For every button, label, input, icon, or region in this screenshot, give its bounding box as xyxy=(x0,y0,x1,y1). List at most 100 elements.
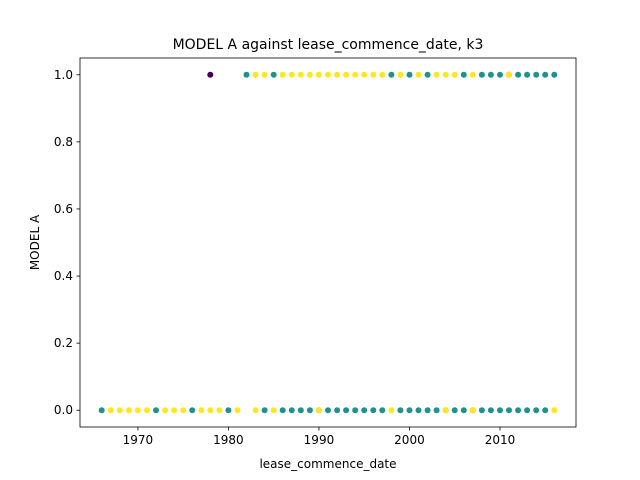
data-point xyxy=(379,71,386,78)
data-point xyxy=(334,407,341,414)
data-point xyxy=(252,71,259,78)
data-point xyxy=(460,71,467,78)
data-point xyxy=(442,407,449,414)
data-point xyxy=(478,407,485,414)
y-tick-label: 0.2 xyxy=(54,336,73,350)
data-point xyxy=(315,407,322,414)
data-point xyxy=(442,71,449,78)
data-point xyxy=(207,407,214,414)
data-point xyxy=(252,407,259,414)
data-points xyxy=(98,71,558,414)
x-tick-label: 1990 xyxy=(304,433,335,447)
data-point xyxy=(125,407,132,414)
data-point xyxy=(551,71,558,78)
y-axis-label: MODEL A xyxy=(28,214,42,270)
x-tick-label: 2000 xyxy=(394,433,425,447)
data-point xyxy=(524,71,531,78)
data-point xyxy=(451,407,458,414)
data-point xyxy=(388,407,395,414)
data-point xyxy=(433,407,440,414)
data-point xyxy=(225,407,232,414)
x-axis: 1970 1980 1990 2000 2010 xyxy=(123,427,516,447)
data-point xyxy=(361,71,368,78)
y-tick-label: 0.8 xyxy=(54,135,73,149)
data-point xyxy=(234,407,241,414)
data-point xyxy=(315,71,322,78)
data-point xyxy=(542,407,549,414)
data-point xyxy=(487,407,494,414)
data-point xyxy=(460,407,467,414)
plot-frame xyxy=(79,57,577,428)
data-point xyxy=(153,407,159,414)
data-point xyxy=(524,407,531,414)
data-point xyxy=(171,407,178,414)
data-point xyxy=(424,71,431,78)
y-tick-label: 1.0 xyxy=(54,68,73,82)
data-point xyxy=(261,407,268,414)
data-point xyxy=(451,71,458,78)
data-point xyxy=(343,407,350,414)
data-point xyxy=(533,71,540,78)
data-point xyxy=(406,71,413,78)
data-point xyxy=(279,71,286,78)
data-point xyxy=(162,407,169,414)
data-point xyxy=(487,71,494,78)
x-tick-label: 1980 xyxy=(213,433,244,447)
data-point xyxy=(352,71,359,78)
data-point xyxy=(370,71,377,78)
y-axis: 0.0 0.2 0.4 0.6 0.8 1.0 xyxy=(54,68,80,417)
data-point xyxy=(469,71,476,78)
data-point xyxy=(424,407,431,414)
data-point xyxy=(469,407,476,414)
data-point xyxy=(542,71,549,78)
data-point xyxy=(415,407,422,414)
data-point xyxy=(497,407,503,414)
data-point xyxy=(288,407,295,414)
data-point xyxy=(515,71,522,78)
data-point xyxy=(343,71,350,78)
chart-title: MODEL A against lease_commence_date, k3 xyxy=(173,37,484,53)
data-point xyxy=(370,407,377,414)
data-point xyxy=(506,407,512,414)
data-point xyxy=(325,71,331,78)
data-point xyxy=(270,71,277,78)
data-point xyxy=(306,71,313,78)
x-tick-label: 2010 xyxy=(485,433,516,447)
y-tick-label: 0.4 xyxy=(54,269,73,283)
plot-area xyxy=(79,57,577,428)
data-point xyxy=(352,407,359,414)
data-point xyxy=(270,407,277,414)
data-point xyxy=(415,71,422,78)
data-point xyxy=(397,407,404,414)
data-point xyxy=(515,407,522,414)
data-point xyxy=(325,407,331,414)
data-point xyxy=(144,407,150,414)
data-point xyxy=(506,71,512,78)
data-point xyxy=(261,71,268,78)
data-point xyxy=(306,407,313,414)
data-point xyxy=(134,407,141,414)
data-point xyxy=(297,71,304,78)
data-point xyxy=(397,71,404,78)
data-point xyxy=(198,407,205,414)
data-point xyxy=(216,407,223,414)
data-point xyxy=(334,71,341,78)
data-point xyxy=(533,407,540,414)
data-point xyxy=(279,407,286,414)
data-point xyxy=(98,407,105,414)
data-point xyxy=(406,407,413,414)
data-point xyxy=(297,407,304,414)
data-point xyxy=(243,71,250,78)
data-point xyxy=(388,71,395,78)
x-axis-label: lease_commence_date xyxy=(259,457,396,471)
data-point xyxy=(180,407,187,414)
data-point xyxy=(207,71,214,78)
data-point xyxy=(189,407,196,414)
y-tick-label: 0.6 xyxy=(54,202,73,216)
y-tick-label: 0.0 xyxy=(54,403,73,417)
data-point xyxy=(433,71,440,78)
data-point xyxy=(551,407,558,414)
data-point xyxy=(107,407,114,414)
data-point xyxy=(478,71,485,78)
